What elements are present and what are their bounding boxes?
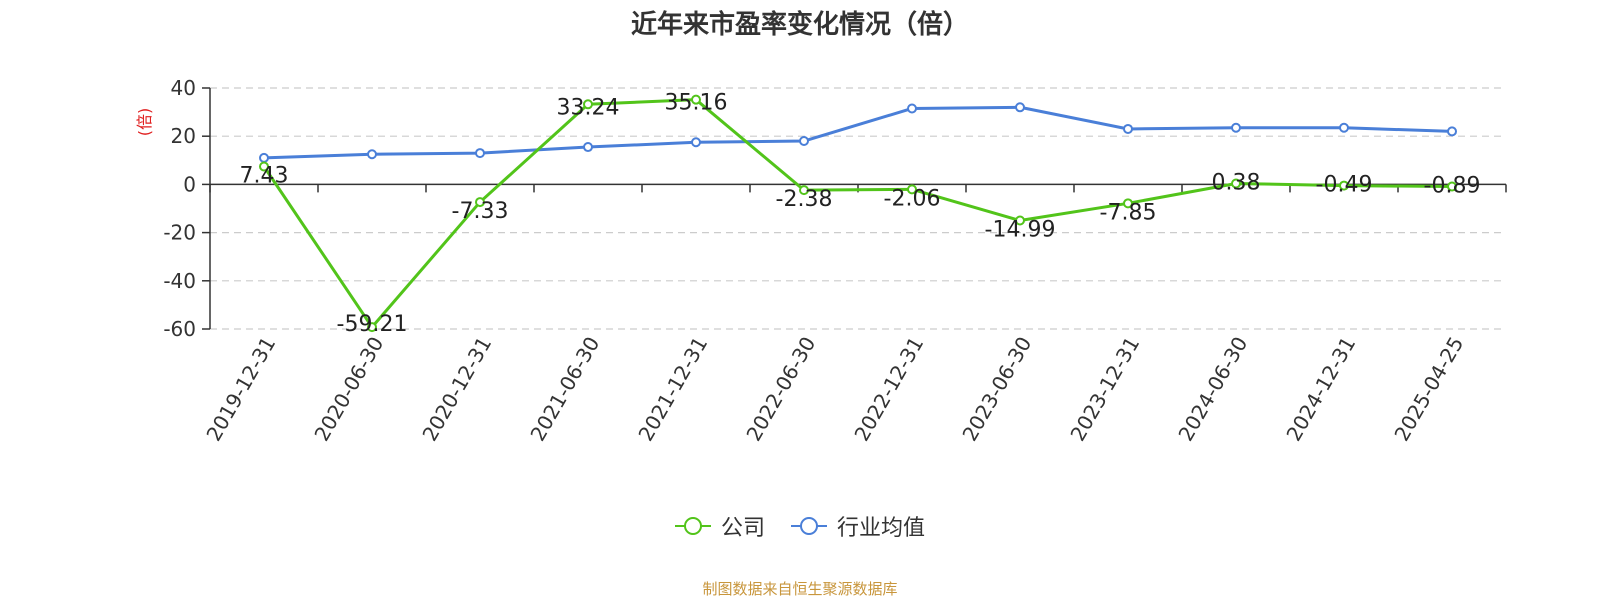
data-label: -59.21: [337, 312, 408, 337]
x-tick-label: 2022-06-30: [741, 333, 820, 446]
company-data-point: [475, 197, 485, 208]
data-label: -2.38: [776, 187, 833, 212]
data-label: 0.38: [1212, 170, 1261, 195]
data-label: -2.06: [884, 186, 941, 211]
legend-line-circle-icon: [674, 517, 711, 535]
data-label: -7.85: [1100, 200, 1157, 225]
data-label: -7.33: [452, 199, 509, 224]
company-data-point: [907, 184, 917, 195]
legend-line-circle-icon: [791, 517, 827, 535]
industry-data-point: [1015, 102, 1025, 113]
x-tick-label: 2024-12-31: [1281, 333, 1360, 446]
industry-data-point: [475, 148, 485, 159]
industry-data-point: [583, 142, 593, 153]
legend-label-industry: 行业均值: [837, 516, 926, 541]
data-label: -0.89: [1424, 174, 1481, 199]
legend-item-company[interactable]: 公司: [674, 510, 765, 542]
y-axis-label: (倍): [135, 108, 154, 137]
y-tick-label: 20: [171, 124, 196, 148]
industry-data-point: [1231, 122, 1241, 133]
industry-data-point: [799, 136, 809, 147]
data-label: 7.43: [240, 163, 289, 188]
industry-data-point: [1123, 123, 1133, 134]
grid-lines: [210, 87, 1506, 330]
industry-data-point: [907, 103, 917, 114]
company-series-line: [262, 98, 1453, 329]
data-label: -14.99: [985, 218, 1056, 243]
y-tick-label: -20: [163, 221, 196, 245]
x-tick-label: 2024-06-30: [1173, 333, 1252, 446]
company-data-point: [259, 161, 269, 172]
company-data-point: [691, 94, 701, 105]
series-lines: [259, 94, 1457, 333]
chart-title: 近年来市盈率变化情况（倍）: [630, 10, 969, 40]
y-tick-label: -60: [163, 317, 196, 341]
industry-data-point: [1339, 122, 1349, 133]
y-tick-label: -40: [163, 269, 196, 293]
industry-data-point: [367, 149, 377, 160]
industry-data-point: [259, 152, 269, 163]
x-tick-label: 2023-06-30: [957, 333, 1036, 446]
industry-series-line: [263, 105, 1453, 160]
company-data-point: [1123, 198, 1133, 209]
company-data-point: [367, 322, 377, 333]
y-tick-label: 0: [183, 172, 196, 196]
data-labels: 7.43 -59.21 -7.33 33.24 35.16 -2.38 -2.06 -14.9…: [240, 91, 1481, 337]
industry-data-point: [691, 137, 701, 148]
data-label: 33.24: [557, 95, 620, 120]
company-data-point: [1231, 178, 1241, 189]
x-tick-label: 2023-12-31: [1065, 333, 1144, 446]
industry-data-point: [1447, 126, 1457, 137]
legend-item-industry[interactable]: 行业均值: [791, 510, 925, 542]
legend: 公司 行业均值: [0, 510, 1600, 542]
x-tick-label: 2021-12-31: [633, 333, 712, 446]
x-tick-label: 2022-12-31: [849, 333, 928, 446]
x-tick-label: 2025-04-25: [1389, 333, 1468, 446]
company-data-point: [1339, 180, 1349, 191]
company-data-point: [583, 99, 593, 110]
company-data-point: [1015, 215, 1025, 226]
source-note: 制图数据来自恒生聚源数据库: [702, 580, 898, 598]
x-tick-label: 2020-12-31: [417, 333, 496, 446]
x-tick-label: 2019-12-31: [201, 333, 280, 446]
data-label: -0.49: [1316, 173, 1373, 198]
x-tick-label: 2020-06-30: [309, 333, 388, 446]
company-data-point: [799, 185, 809, 196]
data-label: 35.16: [665, 91, 728, 116]
legend-label-company: 公司: [720, 516, 765, 541]
y-tick-label: 40: [171, 76, 196, 100]
company-data-point: [1447, 181, 1457, 192]
x-tick-label: 2021-06-30: [525, 333, 604, 446]
